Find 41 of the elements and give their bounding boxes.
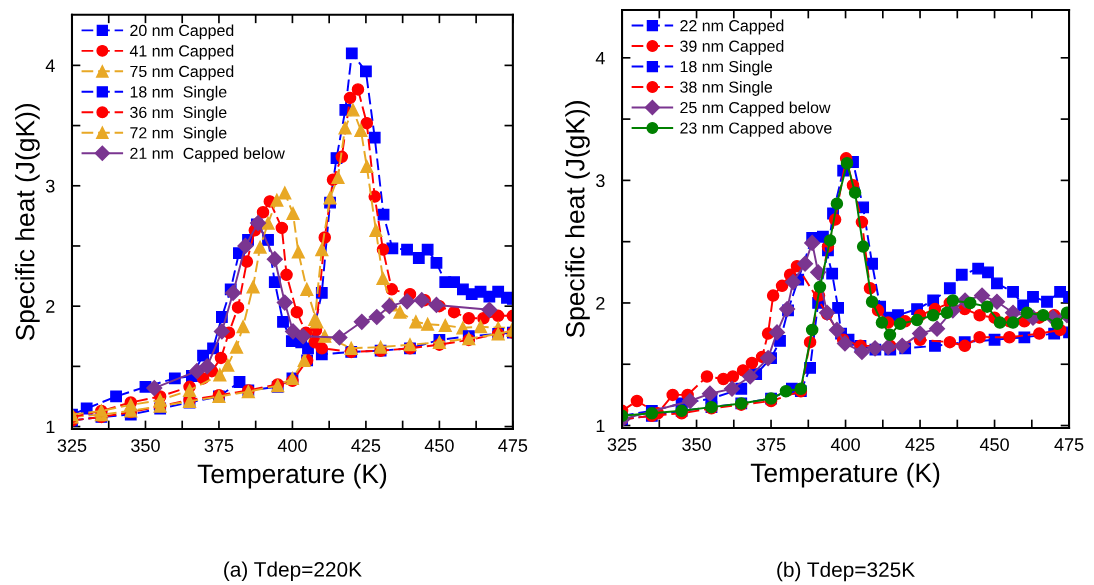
y-tick-label: 3 <box>45 179 55 193</box>
x-tick-label: 350 <box>682 438 711 451</box>
y-tick-label: 1 <box>46 420 55 434</box>
y-tick-label: 4 <box>595 51 605 65</box>
x-tick-label: 350 <box>131 439 160 452</box>
y-tick-label: 2 <box>46 300 55 313</box>
x-tick-label: 450 <box>979 438 1009 451</box>
x-tick-label: 400 <box>830 438 860 451</box>
x-axis-title: Temperature (K) <box>750 462 940 488</box>
legend-label: 41 nm Capped <box>129 44 234 60</box>
y-tick-label: 2 <box>596 296 605 310</box>
text: (a) Tdep=220K <box>224 561 362 581</box>
x-tick-label: 400 <box>277 439 307 452</box>
y-tick-label: 3 <box>596 174 605 188</box>
legend-label: 18 nm Single <box>680 60 773 76</box>
text: (b) Tdep=325K <box>777 561 915 582</box>
y-axis-title: Specific heat (J(gK)) <box>15 104 40 341</box>
x-tick-label: 475 <box>498 439 528 452</box>
legend-label: 72 nm Single <box>130 126 227 142</box>
y-tick-label: 1 <box>596 419 605 433</box>
x-tick-label: 325 <box>607 438 637 451</box>
x-axis-title: Temperature (K) <box>197 463 387 489</box>
x-tick-label: 475 <box>1054 438 1084 451</box>
x-tick-label: 425 <box>905 438 935 451</box>
legend-label: 18 nm Single <box>130 85 227 101</box>
x-tick-label: 375 <box>756 438 786 451</box>
legend-label: 38 nm Single <box>680 81 773 96</box>
legend-label: 20 nm Capped <box>130 24 234 40</box>
x-tick-label: 450 <box>424 439 454 452</box>
legend-label: 21 nm Capped below <box>130 147 285 163</box>
x-tick-label: 325 <box>57 439 87 452</box>
legend-label: 23 nm Capped above <box>680 121 832 137</box>
legend-label: 25 nm Capped below <box>680 101 831 117</box>
legend-label: 36 nm Single <box>130 106 227 122</box>
legend-label: 39 nm Capped <box>680 40 784 55</box>
legend-label: 22 nm Capped <box>680 19 784 35</box>
y-axis-title: Specific heat (J(gK)) <box>565 101 590 338</box>
x-tick-label: 375 <box>204 439 234 452</box>
x-tick-label: 425 <box>351 439 381 452</box>
legend-label: 75 nm Capped <box>130 65 234 81</box>
y-tick-label: 4 <box>45 59 55 72</box>
